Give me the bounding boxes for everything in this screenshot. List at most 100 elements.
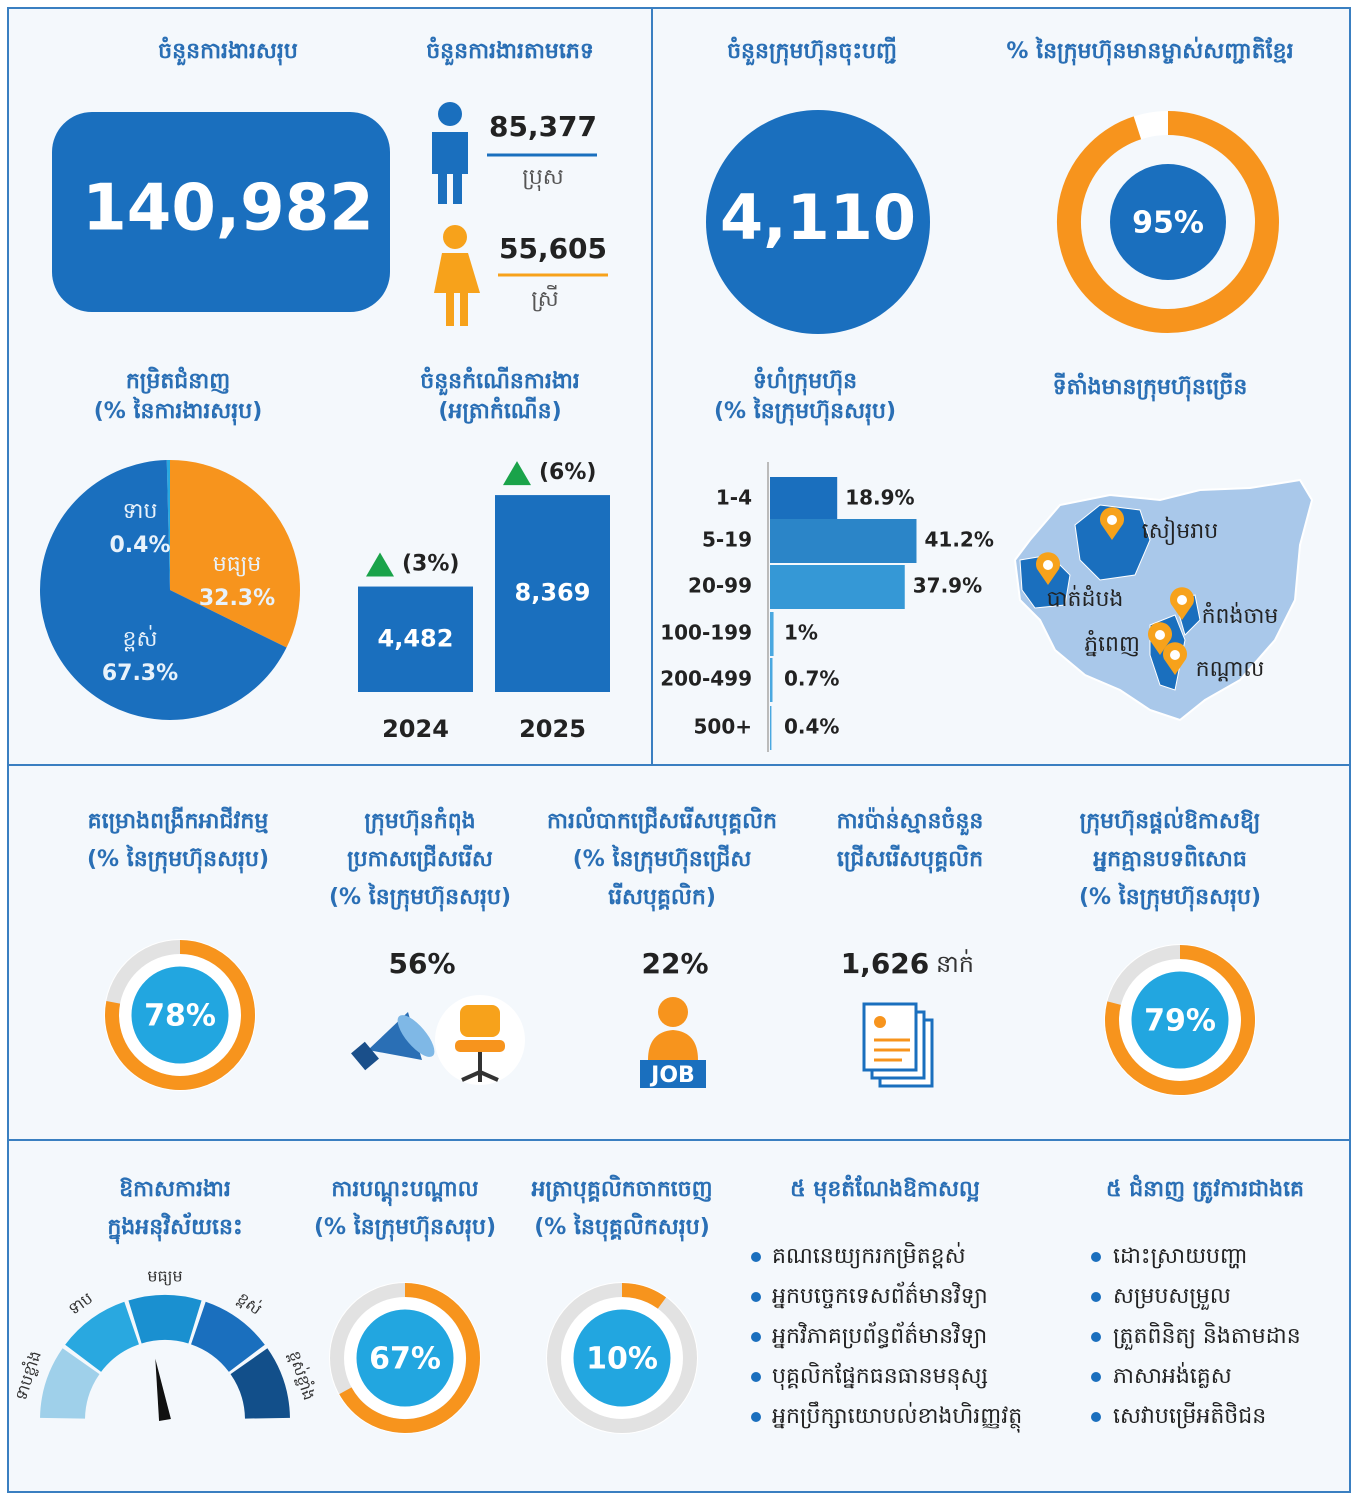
donut-arc [339,1283,480,1433]
bullet [751,1412,761,1422]
map-pin-dot [1155,630,1165,640]
bar [770,706,772,750]
difficulty-value: 22% [641,947,708,980]
bullet [1091,1252,1101,1262]
heading: (% នៃក្រុមហ៊ុនជ្រើស [573,844,752,874]
bullet [1091,1292,1101,1302]
heading: (% នៃក្រុមហ៊ុនសរុប) [314,1212,496,1242]
y-tick-label: 5-19 [702,528,752,552]
megaphone-icon [351,1041,379,1071]
estimate-unit: នាក់ [936,949,974,978]
bar-value: 4,482 [378,624,454,652]
bar-value: 8,369 [515,579,591,607]
female-icon [443,225,467,249]
total-box [52,112,390,312]
list-item: អ្នកវិភាគប្រព័ន្ធព័ត៌មានវិទ្យា [772,1321,987,1349]
list-item: ដោះស្រាយបញ្ហា [1113,1244,1248,1269]
gauge-segment [230,1348,290,1419]
map-pin-dot [1107,515,1117,525]
list-item: សេវាបម្រើអតិថិជន [1113,1402,1266,1429]
gauge-segment [65,1301,139,1372]
gauge-segment [191,1301,265,1372]
gauge-segment [128,1295,202,1344]
heading: រើសបុគ្គលិក) [608,882,716,912]
heading: ឱកាសការងារ [119,1177,231,1202]
heading: ទីតាំងមានក្រុមហ៊ុនច្រើន [1053,372,1248,402]
heading: អ្នកគ្មានបទពិសោធ [1093,844,1247,872]
bullet [751,1292,761,1302]
estimate-value: 1,626 [841,947,930,980]
document-icon [874,1016,886,1028]
heading: (% នៃបុគ្គលិកសរុប) [534,1212,710,1242]
heading: (អត្រាកំណើន) [438,396,561,424]
heading: ក្រុមហ៊ុនកំពុង [364,806,475,836]
list-item: អ្នកបច្ចេកទេសព័ត៌មានវិទ្យា [772,1281,988,1309]
bullet [1091,1372,1101,1382]
heading: ការលំបាកជ្រើសរើសបុគ្គលិក [547,806,777,836]
bullet [751,1372,761,1382]
donut-label: 78% [144,999,216,1034]
map-pin-dot [1170,650,1180,660]
heading: (% នៃការងារសរុប) [94,396,263,426]
document-icon [874,1038,910,1062]
bar [770,477,838,521]
male-icon [438,102,462,126]
female-icon [434,253,480,326]
bar [770,519,917,563]
female-label: ស្រី [531,285,559,312]
heading: (% នៃក្រុមហ៊ុនសរុប) [714,396,896,426]
donut-label: 10% [586,1342,658,1377]
pie-slice [166,460,170,590]
pie-category: ខ្ពស់ [123,625,158,652]
bar [770,658,773,702]
heading: គម្រោងពង្រីកអាជីវកម្ម [88,806,269,834]
map-label: កំពង់ចាម [1202,602,1279,629]
chair-icon [461,1052,499,1082]
heading: ទំហំក្រុមហ៊ុន [753,366,857,396]
job-icon-text: JOB [649,1063,695,1088]
y-tick-label: 100-199 [660,621,752,645]
bar-value: 0.4% [784,715,839,739]
bar-value: 1% [784,621,818,645]
company-value: 4,110 [720,181,916,254]
female-value: 55,605 [499,232,607,265]
job-icon [640,1060,706,1088]
map-label: សៀមរាប [1142,516,1218,545]
donut-inner [128,963,232,1067]
heading: (% នៃក្រុមហ៊ុនសរុប) [1079,882,1261,912]
y-tick-label: 1-4 [716,486,752,510]
bullet [1091,1332,1101,1342]
megaphone-icon [397,1015,435,1057]
pie-slice [170,460,301,648]
gauge-segment [40,1348,100,1419]
heading: ក្នុងអនុវិស័យនេះ [107,1212,242,1245]
bar-value: 18.9% [845,486,914,510]
heading: ប្រកាសជ្រើសរើស [347,844,493,872]
heading: ចំនួនការងារសរុប [158,36,298,66]
map-province [1074,504,1151,581]
list-item: គណនេយ្យករកម្រិតខ្ពស់ [772,1242,966,1269]
male-value: 85,377 [489,110,597,143]
x-tick-label: 2024 [382,715,449,743]
bar-value: 37.9% [913,574,982,598]
male-label: ប្រុស [522,165,563,191]
list-item: ភាសាអង់គ្លេស [1113,1362,1232,1389]
total-value: 140,982 [82,172,374,246]
donut-inner [1128,968,1232,1072]
pie-category: ទាប [123,499,158,524]
growth-triangle [503,461,531,486]
gauge-label: មធ្យម [147,1267,182,1286]
map-label: កណ្ដាល [1196,657,1265,682]
heading: ក្រុមហ៊ុនផ្ដល់ឱកាសឱ្យ [1080,806,1261,836]
heading: ៥ ជំនាញ ត្រូវការជាងគេ [1106,1174,1304,1204]
bar [770,612,774,656]
x-tick-label: 2025 [519,715,586,743]
chair-icon [455,1040,505,1052]
male-icon [432,132,468,204]
donut-arc [1105,945,1255,1095]
donut-inner [570,1306,674,1410]
map-pin-dot [1177,595,1187,605]
growth-triangle [366,552,394,577]
pie-category: មធ្យម [213,552,261,577]
